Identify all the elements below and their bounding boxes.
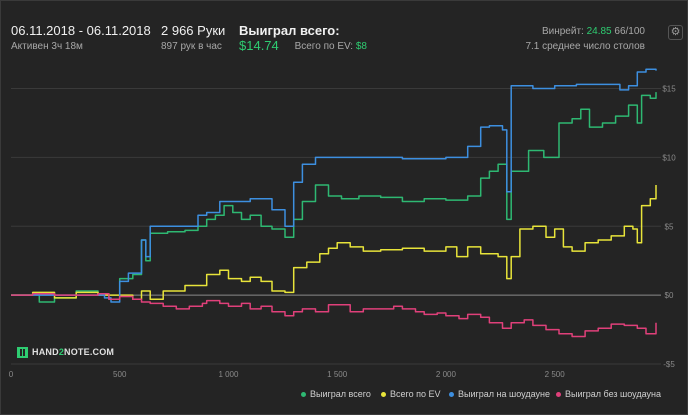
won-total-label: Выиграл всего: <box>239 23 340 38</box>
results-chart: $15 $10 $5 $0 -$5 0 500 1 000 1 500 2 000 2 500 <box>9 68 676 379</box>
y-tick-label: $15 <box>662 85 676 94</box>
legend-showdown[interactable]: Выиграл на шоудауне <box>449 389 550 399</box>
legend-won-total[interactable]: Выиграл всего <box>301 389 371 399</box>
legend-dot-icon <box>449 392 454 398</box>
chart-series <box>11 68 657 338</box>
won-total: Выиграл всего: $14.74 <box>239 23 367 53</box>
ev-total-value: $8 <box>355 41 367 52</box>
y-tick-label: $5 <box>665 222 674 231</box>
avg-tables: 7.1 среднее число столов <box>525 41 645 52</box>
series-line-2 <box>11 68 657 303</box>
hands-count: 2 966 Руки <box>161 23 226 38</box>
date-range: 06.11.2018 - 06.11.2018 <box>11 23 151 38</box>
x-tick-label: 2 000 <box>436 370 457 379</box>
legend-ev[interactable]: Всего по EV <box>381 389 440 399</box>
y-axis-ticks: $15 $10 $5 $0 -$5 <box>662 85 676 369</box>
x-tick-label: 0 <box>9 370 14 379</box>
active-time: Активен 3ч 18м <box>11 41 83 52</box>
winrate-value: 24.85 <box>586 26 612 37</box>
series-line-3 <box>11 293 657 338</box>
x-axis-ticks: 0 500 1 000 1 500 2 000 2 500 <box>9 370 565 379</box>
gear-icon[interactable]: ⚙ <box>668 25 683 40</box>
x-tick-label: 2 500 <box>545 370 566 379</box>
legend-dot-icon <box>301 392 306 398</box>
x-tick-label: 500 <box>113 370 127 379</box>
ev-total-label: Всего по EV: <box>294 41 354 52</box>
series-line-1 <box>11 185 657 301</box>
winrate-hands: 66/100 <box>614 26 645 37</box>
y-tick-label: -$5 <box>663 360 675 369</box>
hand2note-logo-icon <box>17 347 28 359</box>
legend-no-showdown[interactable]: Выиграл без шоудауна <box>556 389 661 399</box>
hands-per-hour: 897 рук в час <box>161 41 222 52</box>
winrate: Винрейт: 24.85 66/100 <box>461 26 645 37</box>
y-tick-label: $0 <box>665 291 674 300</box>
x-tick-label: 1 000 <box>218 370 239 379</box>
hand2note-logo: HAND2NOTE.COM <box>17 347 114 359</box>
series-line-0 <box>11 92 657 303</box>
legend-dot-icon <box>556 392 561 398</box>
ev-total: Всего по EV: $8 <box>239 41 367 52</box>
won-total-value: $14.74 <box>239 38 279 53</box>
y-tick-label: $10 <box>662 153 676 162</box>
legend-dot-icon <box>381 392 386 398</box>
x-tick-label: 1 500 <box>327 370 348 379</box>
winrate-label: Винрейт: <box>541 26 584 37</box>
chart-grid <box>11 88 661 365</box>
